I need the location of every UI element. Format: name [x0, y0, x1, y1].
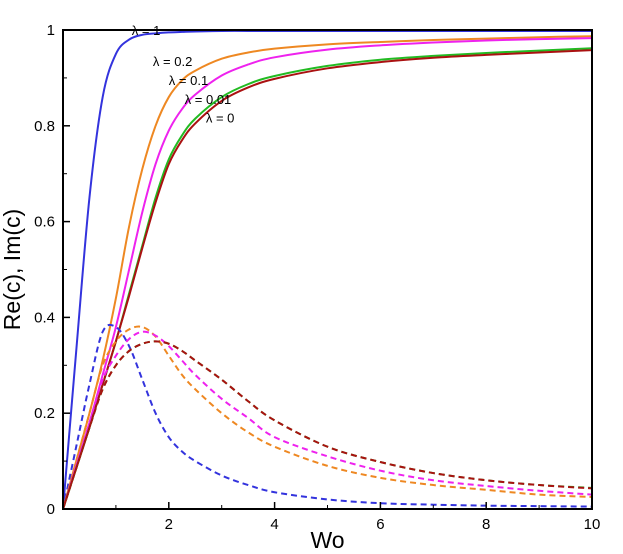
- lambda-annotation: λ = 0.2: [153, 54, 192, 69]
- x-tick-label: 2: [165, 516, 173, 533]
- y-tick-label: 0.8: [34, 118, 55, 135]
- x-axis-ticks: 2 4 6 8 10: [115, 502, 601, 533]
- y-tick-label: 1: [47, 22, 55, 39]
- y-tick-label: 0.6: [34, 214, 55, 231]
- y-tick-label: 0: [47, 501, 55, 518]
- series-line-im-lambda-0: [63, 340, 592, 509]
- x-tick-label: 4: [270, 516, 278, 533]
- series-line-re-lambda-0p1: [63, 37, 592, 509]
- y-tick-label: 0.4: [34, 309, 55, 326]
- plot-frame: [62, 29, 593, 510]
- y-axis-title: Re(c), Im(c): [0, 209, 25, 330]
- x-axis-title: Wo: [310, 527, 344, 553]
- lambda-annotation: λ = 1: [132, 23, 161, 38]
- y-tick-label: 0.2: [34, 405, 55, 422]
- series-line-im-lambda-1: [63, 323, 592, 509]
- y-axis-ticks: 0 0.2 0.4 0.6 0.8 1: [34, 22, 70, 518]
- series-layer: [63, 29, 592, 509]
- series-line-re-lambda-0: [63, 49, 592, 509]
- x-tick-label: 6: [376, 516, 384, 533]
- series-line-im-lambda-0p1: [63, 330, 592, 509]
- series-line-re-lambda-0p01: [63, 47, 592, 509]
- lambda-annotation: λ = 0: [206, 110, 235, 125]
- series-line-re-lambda-0p2: [63, 35, 592, 509]
- series-line-re-lambda-1: [63, 29, 592, 509]
- x-tick-label: 8: [482, 516, 490, 533]
- curve-annotations: λ = 1 λ = 0.2 λ = 0.1 λ = 0.01 λ = 0: [132, 23, 235, 126]
- x-tick-label: 10: [584, 516, 601, 533]
- lambda-annotation: λ = 0.01: [185, 92, 232, 107]
- series-line-im-lambda-0p2: [63, 325, 592, 509]
- lambda-annotation: λ = 0.1: [169, 73, 208, 88]
